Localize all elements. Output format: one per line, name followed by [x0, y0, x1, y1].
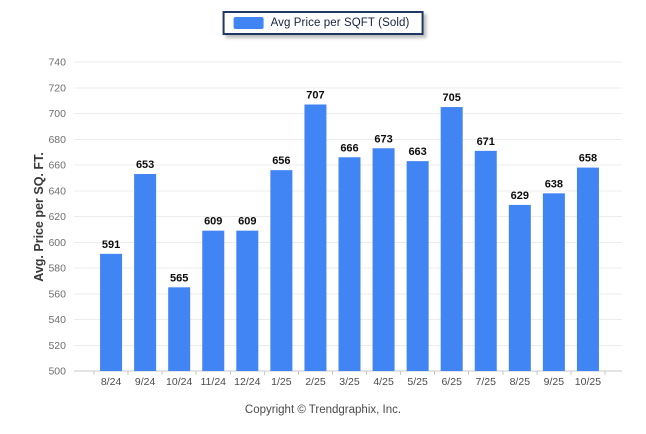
x-tick-label: 8/25	[510, 376, 531, 388]
bar[interactable]	[440, 107, 463, 371]
x-tick-label: 9/24	[135, 376, 156, 388]
bar[interactable]	[338, 157, 361, 371]
x-tick-label: 3/25	[339, 376, 360, 388]
bar-value-label: 609	[238, 216, 256, 228]
x-tick-label: 7/25	[476, 376, 497, 388]
bar-value-label: 629	[511, 190, 529, 202]
y-tick-label: 540	[48, 314, 66, 326]
y-tick-label: 500	[48, 366, 66, 378]
y-tick-label: 680	[48, 134, 66, 146]
bar-value-label: 666	[340, 142, 358, 154]
x-tick-label: 2/25	[305, 376, 326, 388]
x-tick-label: 10/25	[575, 376, 601, 388]
bar[interactable]	[576, 167, 599, 371]
bar-value-label: 663	[408, 146, 426, 158]
legend-label: Avg Price per SQFT (Sold)	[270, 17, 410, 29]
y-tick-label: 520	[48, 340, 66, 352]
x-tick-label: 12/24	[234, 376, 260, 388]
bar-value-label: 705	[443, 92, 461, 104]
bar-value-label: 707	[306, 89, 324, 101]
bar-value-label: 671	[477, 136, 495, 148]
x-tick-label: 5/25	[407, 376, 428, 388]
bar-value-label: 591	[102, 239, 120, 251]
x-tick-label: 1/25	[271, 376, 292, 388]
bar-value-label: 609	[204, 216, 222, 228]
bar[interactable]	[304, 104, 327, 372]
bar-value-label: 565	[170, 272, 188, 284]
bar[interactable]	[474, 150, 497, 371]
bar[interactable]	[406, 161, 429, 371]
x-tick-label: 8/24	[101, 376, 122, 388]
bar[interactable]	[372, 148, 395, 371]
bar[interactable]	[542, 193, 565, 371]
y-tick-label: 580	[48, 263, 66, 275]
y-tick-label: 640	[48, 185, 66, 197]
bar[interactable]	[100, 253, 123, 371]
x-tick-label: 6/25	[441, 376, 462, 388]
bar[interactable]	[270, 170, 293, 371]
y-tick-label: 600	[48, 237, 66, 249]
bar-value-label: 656	[272, 155, 290, 167]
bar-value-label: 653	[136, 159, 154, 171]
bar[interactable]	[168, 287, 191, 371]
y-tick-label: 560	[48, 288, 66, 300]
x-tick-label: 9/25	[544, 376, 565, 388]
bar-value-label: 673	[374, 133, 392, 145]
y-tick-label: 720	[48, 82, 66, 94]
legend-swatch-icon	[233, 17, 264, 29]
copyright-text: Copyright © Trendgraphix, Inc.	[244, 404, 402, 416]
bar[interactable]	[236, 230, 259, 371]
x-tick-label: 10/24	[166, 376, 192, 388]
bar[interactable]	[134, 174, 157, 371]
bar[interactable]	[202, 230, 225, 371]
y-tick-label: 740	[48, 57, 66, 69]
bar-value-label: 658	[579, 153, 597, 165]
legend: Avg Price per SQFT (Sold)	[222, 11, 424, 35]
y-tick-label: 660	[48, 160, 66, 172]
x-tick-label: 4/25	[373, 376, 394, 388]
y-tick-label: 620	[48, 211, 66, 223]
y-tick-label: 700	[48, 108, 66, 120]
x-tick-label: 11/24	[201, 376, 227, 388]
bar-value-label: 638	[545, 178, 563, 190]
bar[interactable]	[508, 204, 531, 371]
